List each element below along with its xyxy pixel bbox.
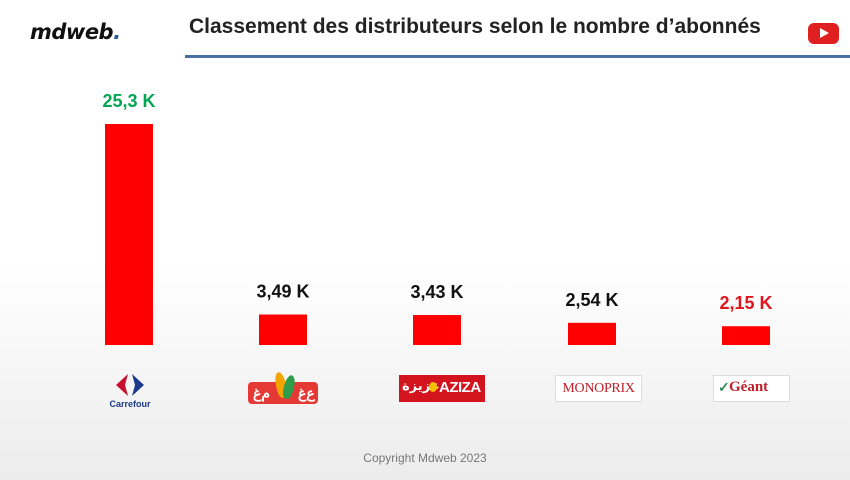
geant-logo: ✓ Géant <box>713 375 790 402</box>
aziza-heart-icon <box>429 382 437 392</box>
bar-carrefour <box>105 124 153 345</box>
bar-mg <box>259 314 307 345</box>
bar-géant <box>722 326 770 345</box>
data-label-aziza: 3,43 K <box>410 282 463 302</box>
geant-leaf-icon: ✓ <box>718 379 730 395</box>
carrefour-text: Carrefour <box>109 399 151 409</box>
monoprix-text: MONOPRIX <box>562 381 635 396</box>
mg-text-right: ﻉﻍ <box>298 385 315 401</box>
bar-aziza <box>413 315 461 345</box>
carrefour-logo: Carrefour <box>100 372 160 412</box>
data-label-géant: 2,15 K <box>719 293 772 313</box>
data-label-mg: 3,49 K <box>256 282 309 302</box>
data-label-monoprix: 2,54 K <box>565 290 618 310</box>
logo-text: mdweb <box>30 20 114 44</box>
logo-dot: . <box>113 20 121 44</box>
copyright-text: Copyright Mdweb 2023 <box>363 451 487 465</box>
mg-logo: ﻡﻍ ﻉﻍ <box>248 371 320 406</box>
mg-text-left: ﻡﻍ <box>253 385 271 401</box>
bar-chart: 25,3 K 3,49 K 3,43 K 2,54 K 2,15 K <box>102 91 773 345</box>
data-label-carrefour: 25,3 K <box>102 91 155 111</box>
aziza-latin-text: AZIZA <box>439 379 481 396</box>
youtube-icon[interactable] <box>808 23 839 44</box>
page-title: Classement des distributeurs selon le no… <box>189 15 761 38</box>
play-icon <box>820 28 829 38</box>
aziza-logo: عزيزة AZIZA <box>399 375 485 402</box>
carrefour-mark-icon <box>116 374 144 396</box>
title-underline <box>185 55 850 58</box>
mdweb-logo: mdweb. <box>30 20 121 44</box>
monoprix-logo: MONOPRIX <box>555 375 642 402</box>
geant-text: Géant <box>729 379 769 395</box>
bar-monoprix <box>568 322 616 345</box>
